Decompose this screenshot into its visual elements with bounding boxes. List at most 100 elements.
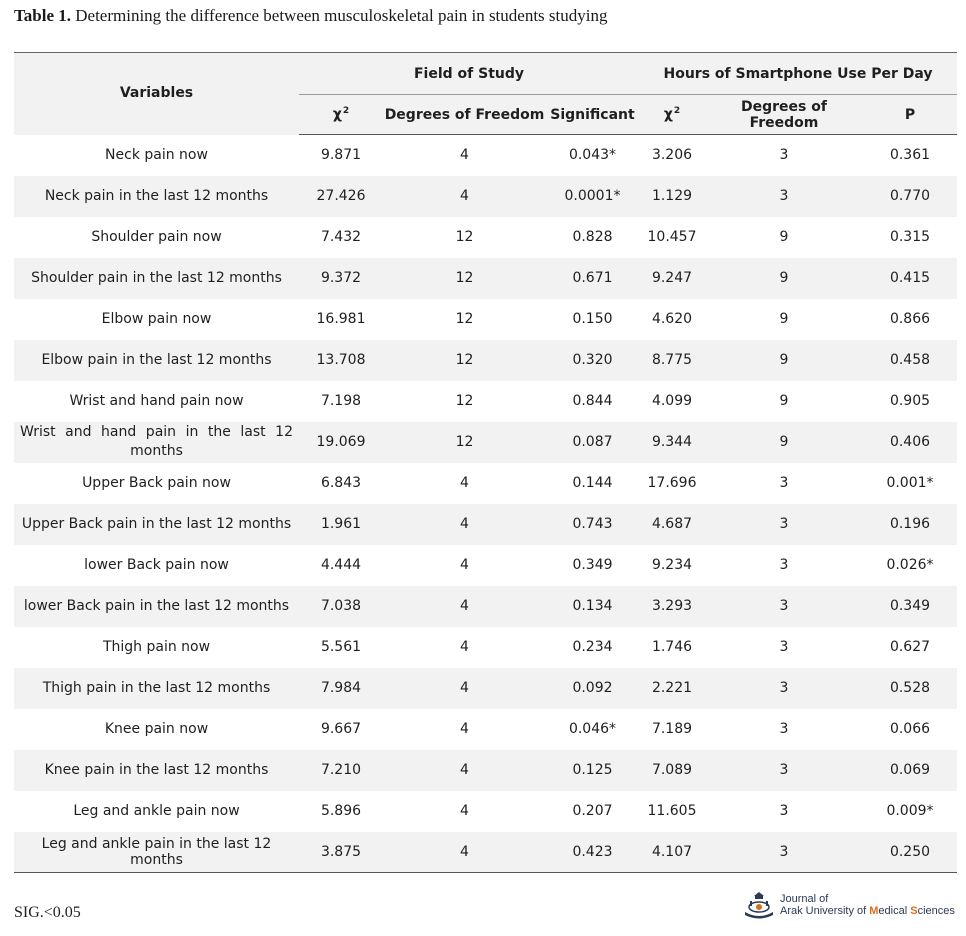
cell-field-dof: 12 bbox=[455, 229, 474, 245]
cell-variable: Leg and ankle pain in the last 12 months bbox=[41, 835, 272, 868]
cell-field-dof: 4 bbox=[460, 557, 469, 573]
cell-hours-p: 0.069 bbox=[889, 762, 931, 778]
table-body: Neck pain now 9.871 4 0.043* 3.206 3 0.361 Neck… bbox=[14, 135, 957, 873]
chi-superscript: 2 bbox=[342, 106, 350, 117]
cell-variable: Knee pain in the last 12 months bbox=[44, 762, 269, 778]
cell-field-chi: 13.708 bbox=[316, 352, 366, 368]
chi-superscript: 2 bbox=[673, 106, 681, 117]
cell-hours-p: 0.026* bbox=[886, 557, 934, 573]
table-row: Upper Back pain now 6.843 4 0.144 17.696 3 0.0… bbox=[14, 463, 957, 504]
cell-hours-chi: 4.620 bbox=[651, 311, 693, 327]
cell-hours-chi: 9.247 bbox=[651, 270, 693, 286]
cell-field-chi: 5.896 bbox=[320, 803, 362, 819]
cell-hours-dof: 3 bbox=[779, 598, 789, 614]
header-field-of-study: Field of Study bbox=[299, 52, 639, 95]
cell-field-chi: 16.981 bbox=[316, 311, 366, 327]
cell-hours-p: 0.528 bbox=[889, 680, 931, 696]
header-p: P bbox=[863, 94, 957, 135]
cell-hours-dof: 3 bbox=[779, 721, 789, 737]
header-dof-hours: Degrees of Freedom bbox=[705, 94, 863, 135]
cell-variable: Upper Back pain now bbox=[82, 475, 231, 491]
table-row: Knee pain in the last 12 months 7.210 4 0.1… bbox=[14, 749, 957, 791]
cell-field-sig: 0.207 bbox=[572, 803, 613, 819]
table-row: Upper Back pain in the last 12 months 1.9… bbox=[14, 503, 957, 545]
cell-hours-chi: 3.206 bbox=[651, 147, 693, 164]
cell-variable: Wrist and hand pain now bbox=[69, 393, 244, 409]
cell-hours-p: 0.361 bbox=[889, 147, 931, 164]
header-chi-square-hours: χ2 bbox=[639, 94, 705, 135]
journal-title: Journal of Arak University of Medical Sc… bbox=[780, 893, 955, 917]
cell-variable: Upper Back pain in the last 12 months bbox=[21, 516, 292, 532]
cell-hours-p: 0.349 bbox=[889, 598, 931, 614]
cell-field-chi: 7.038 bbox=[320, 598, 362, 614]
cell-field-dof: 4 bbox=[460, 516, 469, 532]
cell-hours-p: 0.250 bbox=[889, 843, 931, 860]
cell-hours-chi: 4.099 bbox=[651, 393, 693, 409]
cell-field-dof: 4 bbox=[460, 639, 469, 655]
table-row: Leg and ankle pain now 5.896 4 0.207 11.605 3… bbox=[14, 791, 957, 832]
cell-hours-p: 0.009* bbox=[886, 803, 934, 819]
cell-field-dof: 12 bbox=[455, 393, 474, 409]
cell-hours-chi: 11.605 bbox=[647, 803, 697, 819]
cell-hours-dof: 3 bbox=[779, 762, 789, 778]
cell-field-sig: 0.743 bbox=[572, 516, 613, 532]
cell-field-chi: 9.871 bbox=[320, 147, 362, 164]
journal-title-line1: Journal of bbox=[780, 893, 829, 905]
cell-field-sig: 0.844 bbox=[572, 393, 613, 409]
cell-hours-dof: 3 bbox=[779, 803, 789, 819]
cell-hours-dof: 3 bbox=[779, 516, 789, 532]
cell-variable: Thigh pain in the last 12 months bbox=[42, 680, 271, 696]
table-row: Thigh pain in the last 12 months 7.984 4 0.… bbox=[14, 667, 957, 709]
cell-hours-p: 0.066 bbox=[889, 721, 931, 737]
cell-field-dof: 12 bbox=[455, 270, 474, 286]
cell-hours-dof: 9 bbox=[779, 229, 789, 245]
journal-logo-icon bbox=[745, 892, 773, 919]
cell-hours-chi: 3.293 bbox=[651, 598, 693, 614]
header-chi-square-field: χ2 bbox=[299, 94, 383, 135]
cell-hours-chi: 2.221 bbox=[651, 680, 693, 696]
header-dof-field: Degrees of Freedom bbox=[383, 94, 546, 135]
cell-hours-dof: 3 bbox=[779, 843, 789, 860]
journal-brand: Journal of Arak University of Medical Sc… bbox=[742, 890, 955, 920]
cell-field-sig: 0.423 bbox=[572, 843, 613, 860]
cell-hours-p: 0.905 bbox=[889, 393, 931, 409]
table-row: Wrist and hand pain now 7.198 12 0.844 4.099… bbox=[14, 381, 957, 422]
caption-label: Table 1. bbox=[14, 6, 72, 25]
cell-hours-dof: 9 bbox=[779, 393, 789, 409]
cell-field-sig: 0.043* bbox=[568, 147, 617, 164]
cell-field-chi: 7.984 bbox=[320, 680, 362, 696]
chi-symbol: χ bbox=[663, 106, 673, 123]
cell-field-sig: 0.046* bbox=[568, 721, 617, 737]
chi-symbol: χ bbox=[332, 106, 342, 123]
cell-variable: Neck pain in the last 12 months bbox=[44, 188, 269, 204]
cell-hours-chi: 1.746 bbox=[651, 639, 693, 655]
cell-hours-dof: 9 bbox=[779, 352, 789, 368]
cell-field-dof: 12 bbox=[455, 434, 474, 450]
cell-field-chi: 7.210 bbox=[320, 762, 362, 778]
table-caption: Table 1. Determining the difference betw… bbox=[14, 6, 607, 26]
cell-field-dof: 4 bbox=[460, 843, 469, 860]
cell-field-sig: 0.144 bbox=[572, 475, 613, 491]
cell-field-sig: 0.828 bbox=[572, 229, 613, 245]
caption-text: Determining the difference between muscu… bbox=[71, 6, 608, 25]
table-row: Knee pain now 9.667 4 0.046* 7.189 3 0.066 bbox=[14, 709, 957, 750]
cell-field-sig: 0.0001* bbox=[564, 188, 621, 204]
cell-hours-p: 0.627 bbox=[889, 639, 931, 655]
cell-field-sig: 0.234 bbox=[572, 639, 613, 655]
cell-variable: Knee pain now bbox=[104, 721, 209, 737]
cell-field-chi: 7.432 bbox=[320, 229, 362, 245]
cell-hours-dof: 3 bbox=[779, 475, 789, 491]
footnote-significance: SIG.<0.05 bbox=[14, 904, 81, 921]
cell-hours-p: 0.866 bbox=[889, 311, 931, 327]
cell-hours-dof: 3 bbox=[779, 639, 789, 655]
table-row: Elbow pain in the last 12 months 13.708 12… bbox=[14, 339, 957, 381]
header-variables: Variables bbox=[119, 85, 194, 101]
table-row: Shoulder pain now 7.432 12 0.828 10.457 9 0.31… bbox=[14, 217, 957, 258]
cell-hours-chi: 9.234 bbox=[651, 557, 693, 573]
cell-variable: lower Back pain in the last 12 months bbox=[23, 598, 290, 614]
cell-field-dof: 12 bbox=[455, 311, 474, 327]
cell-hours-dof: 3 bbox=[779, 680, 789, 696]
cell-field-dof: 12 bbox=[455, 352, 474, 368]
table-row: Elbow pain now 16.981 12 0.150 4.620 9 0.866 bbox=[14, 299, 957, 340]
cell-hours-chi: 1.129 bbox=[651, 188, 693, 204]
